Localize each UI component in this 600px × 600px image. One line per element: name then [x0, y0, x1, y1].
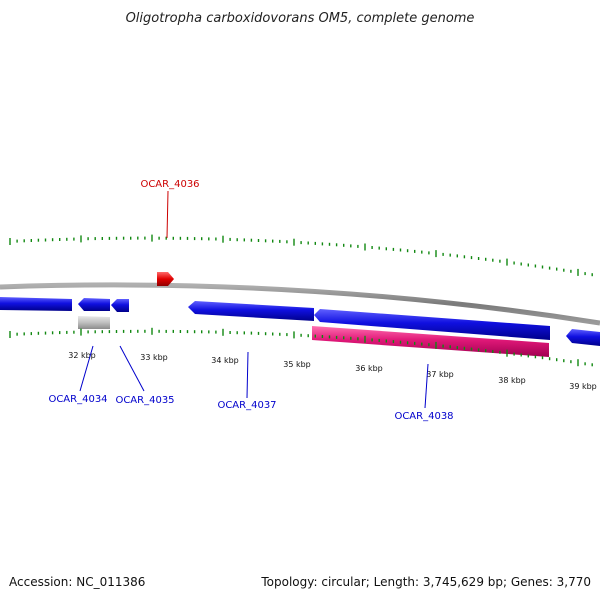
gene-left-edge[interactable]: [0, 297, 72, 311]
leader-ocar-4038: [424, 363, 429, 409]
feature-ocar-4036[interactable]: [157, 272, 174, 286]
tick-label-35kbp: 35 kbp: [283, 360, 311, 369]
tick-label-32kbp: 32 kbp: [68, 351, 96, 360]
gene-ocar-4034[interactable]: [78, 298, 110, 311]
leader-ocar-4035: [119, 345, 145, 392]
kbp-scale: 32 kbp 33 kbp 34 kbp 35 kbp 36 kbp 37 kb…: [68, 351, 597, 391]
gene-label-ocar-4034[interactable]: OCAR_4034: [48, 394, 107, 405]
gene-right-edge[interactable]: [566, 329, 600, 346]
gene-label-ocar-4036[interactable]: OCAR_4036: [140, 179, 199, 190]
genome-summary-text: Topology: circular; Length: 3,745,629 bp…: [260, 575, 591, 589]
gene-ocar-4037[interactable]: [188, 301, 314, 321]
lower-tick-ring: [9, 327, 593, 367]
map-title: Oligotropha carboxidovorans OM5, complet…: [126, 11, 475, 26]
leader-ocar-4034: [79, 345, 94, 392]
gene-ocar-4035[interactable]: [111, 299, 129, 312]
tick-label-38kbp: 38 kbp: [498, 376, 526, 385]
gene-ocar-4038[interactable]: [314, 309, 550, 340]
label-leaders: [79, 190, 429, 409]
genome-backbone: [0, 282, 600, 326]
tick-label-34kbp: 34 kbp: [211, 356, 239, 365]
accession-text: Accession: NC_011386: [9, 575, 145, 589]
gene-label-ocar-4038[interactable]: OCAR_4038: [394, 411, 453, 422]
tick-label-37kbp: 37 kbp: [426, 370, 454, 379]
tick-label-36kbp: 36 kbp: [355, 364, 383, 373]
leader-ocar-4037: [246, 351, 249, 399]
gene-label-ocar-4037[interactable]: OCAR_4037: [217, 400, 276, 411]
rna-feature[interactable]: [312, 326, 549, 357]
gene-label-ocar-4035[interactable]: OCAR_4035: [115, 395, 174, 406]
tick-label-33kbp: 33 kbp: [140, 353, 168, 362]
pseudo-gene[interactable]: [78, 316, 110, 329]
tick-label-39kbp: 39 kbp: [569, 382, 597, 391]
upper-tick-ring: [9, 234, 593, 277]
leader-ocar-4036: [166, 190, 169, 239]
